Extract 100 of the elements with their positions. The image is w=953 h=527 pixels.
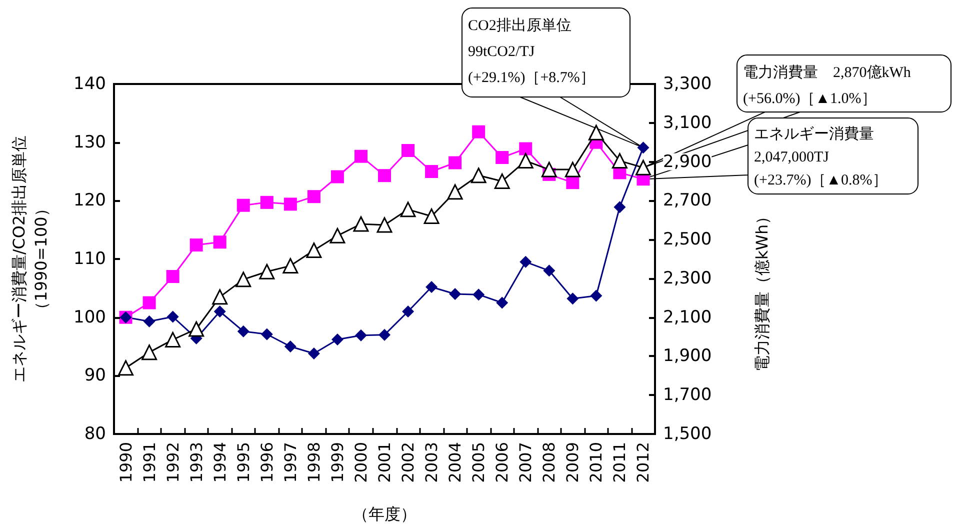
y-tick-label: 100 <box>74 307 106 328</box>
y-tick-label: 80 <box>84 424 106 444</box>
point <box>236 272 252 288</box>
point <box>612 153 628 169</box>
y2-tick-label: 3,300 <box>663 74 712 94</box>
point <box>400 202 416 218</box>
point <box>190 238 203 252</box>
x-tick-label: 1998 <box>304 442 324 483</box>
y2-tick-label: 2,700 <box>663 190 712 211</box>
point <box>590 290 602 302</box>
x-tick-label: 2002 <box>398 442 418 483</box>
annotation: CO2排出原単位 99tCO2/TJ (+29.1%)［+8.7%］ <box>468 17 595 86</box>
y-tick-label: 140 <box>74 74 106 94</box>
annotation: エネルギー消費量 2,047,000TJ (+23.7%)［▲0.8%］ <box>754 126 888 188</box>
point <box>496 296 508 309</box>
point <box>213 236 226 249</box>
text: 電力消費量 2,870億kWh (+56.0%)［▲1.0%］ <box>743 64 912 107</box>
y2-tick-label: 1,900 <box>663 346 712 366</box>
point <box>378 328 390 341</box>
point <box>308 348 320 360</box>
point <box>330 228 346 244</box>
x-tick-label: 1992 <box>163 442 182 483</box>
point <box>188 321 204 337</box>
x-axis-title: （年度） <box>352 504 416 524</box>
point <box>142 344 158 360</box>
y2-tick-label: 3,100 <box>663 112 712 133</box>
point <box>518 153 534 169</box>
point <box>143 315 156 328</box>
point <box>472 125 486 138</box>
point <box>402 144 415 157</box>
point <box>496 151 509 164</box>
point <box>118 360 134 376</box>
x-tick-label: 2008 <box>540 442 559 483</box>
y-axis-title: エネルギー消費量/CO2排出原単位（1990=100） <box>10 135 50 383</box>
point <box>543 264 556 277</box>
y2-tick-label: 2,300 <box>663 268 712 288</box>
point <box>260 196 274 209</box>
y-tick-label: 110 <box>74 249 106 269</box>
x-tick-label: 1993 <box>186 442 206 483</box>
point <box>236 198 250 212</box>
point <box>635 160 651 176</box>
point <box>353 216 369 232</box>
point <box>566 292 579 305</box>
y-tick-label: 120 <box>74 190 106 211</box>
point <box>259 264 275 280</box>
point <box>376 217 392 233</box>
point <box>282 258 298 274</box>
x-tick-label: 2006 <box>492 442 512 483</box>
point <box>284 340 296 352</box>
x-tick-label: 2012 <box>634 442 653 483</box>
point <box>212 289 228 305</box>
point <box>448 156 462 170</box>
y2-tick-label: 2,900 <box>663 152 712 172</box>
point <box>354 329 367 342</box>
x-tick-label: 2007 <box>516 442 536 483</box>
y-tick-label: 90 <box>84 366 106 386</box>
y2-tick-label: 2,500 <box>663 230 712 250</box>
point <box>354 150 368 163</box>
x-tick-label: 2005 <box>469 442 488 483</box>
x-tick-label: 2000 <box>351 442 370 483</box>
x-tick-label: 2003 <box>422 442 442 483</box>
point <box>284 198 297 211</box>
point <box>260 328 273 340</box>
point <box>472 288 485 301</box>
point <box>425 165 438 178</box>
point <box>166 310 179 323</box>
point <box>331 334 344 346</box>
point <box>588 124 604 140</box>
point <box>564 162 580 178</box>
point <box>449 288 462 300</box>
y2-tick-label: 1,500 <box>663 424 712 444</box>
point <box>378 169 391 182</box>
y2-tick-label: 2,100 <box>663 307 712 328</box>
y2-tick-label: 1,700 <box>663 385 712 406</box>
point <box>306 242 322 258</box>
point <box>165 332 181 348</box>
point <box>470 168 486 184</box>
point <box>166 270 180 283</box>
x-tick-label: 1991 <box>140 442 159 483</box>
x-tick-label: 2001 <box>375 442 394 483</box>
x-tick-label: 1996 <box>257 442 276 483</box>
point <box>541 162 557 178</box>
point <box>237 325 250 338</box>
x-tick-label: 2004 <box>446 442 465 483</box>
y2-axis-title: 電力消費量（億kWh） <box>752 208 772 372</box>
x-tick-label: 1999 <box>328 442 347 483</box>
point <box>424 208 440 224</box>
x-tick-label: 1994 <box>210 442 230 483</box>
point <box>330 170 344 184</box>
point <box>214 306 226 318</box>
point <box>614 201 626 214</box>
x-tick-label: 1997 <box>280 442 300 483</box>
point <box>520 256 532 268</box>
x-tick-label: 2010 <box>586 442 606 483</box>
x-tick-label: 2011 <box>610 442 630 483</box>
x-tick-label: 2009 <box>563 442 582 483</box>
point <box>402 306 414 318</box>
point <box>519 142 532 156</box>
x-tick-label: 1990 <box>116 442 136 483</box>
point <box>447 184 463 200</box>
